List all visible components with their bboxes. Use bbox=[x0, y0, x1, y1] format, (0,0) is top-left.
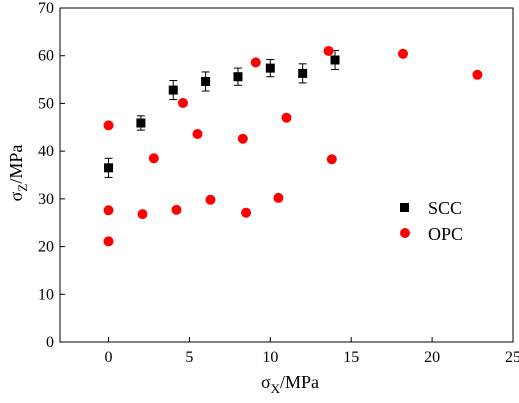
data-point-opc bbox=[241, 207, 252, 218]
legend: SCC OPC bbox=[400, 198, 463, 244]
data-point-opc bbox=[148, 153, 159, 164]
data-point-opc bbox=[137, 209, 148, 220]
data-point-scc bbox=[298, 68, 308, 78]
data-point-scc bbox=[233, 72, 243, 82]
data-point-scc bbox=[330, 55, 340, 65]
data-point-scc bbox=[265, 63, 275, 73]
data-point-opc bbox=[103, 236, 114, 247]
data-point-scc bbox=[104, 163, 114, 173]
x-axis-ticks: 0 5 10 15 20 25 bbox=[105, 337, 519, 366]
y-tick-label: 10 bbox=[38, 286, 54, 303]
y-axis-ticks: 0 10 20 30 40 50 60 70 bbox=[38, 0, 65, 351]
legend-label-opc: OPC bbox=[428, 224, 463, 244]
data-point-scc bbox=[168, 85, 178, 95]
data-point-scc bbox=[136, 118, 146, 128]
plot-border bbox=[59, 7, 514, 343]
y-tick-label: 50 bbox=[38, 95, 54, 112]
legend-label-scc: SCC bbox=[428, 198, 462, 218]
data-point-opc bbox=[192, 128, 203, 139]
y-tick-label: 40 bbox=[38, 143, 54, 160]
y-tick-label: 20 bbox=[38, 239, 54, 256]
data-point-opc bbox=[103, 120, 114, 131]
x-tick-label: 20 bbox=[424, 349, 440, 366]
data-point-opc bbox=[326, 154, 337, 165]
data-point-opc bbox=[177, 97, 188, 108]
y-tick-label: 0 bbox=[46, 334, 54, 351]
data-point-opc bbox=[237, 133, 248, 144]
plot-frame bbox=[59, 7, 514, 343]
data-point-opc bbox=[103, 205, 114, 216]
data-point-opc bbox=[281, 112, 292, 123]
legend-marker-scc bbox=[400, 203, 409, 212]
y-tick-label: 30 bbox=[38, 191, 54, 208]
data-point-opc bbox=[323, 45, 334, 56]
data-marks bbox=[103, 45, 483, 247]
y-axis-label: σZ/MPa bbox=[6, 145, 30, 202]
x-axis-label: σX/MPa bbox=[261, 372, 319, 396]
data-point-opc bbox=[397, 48, 408, 59]
data-point-opc bbox=[273, 192, 284, 203]
legend-marker-opc bbox=[400, 228, 410, 238]
x-tick-label: 15 bbox=[343, 349, 359, 366]
y-tick-label: 70 bbox=[38, 0, 54, 17]
x-tick-label: 25 bbox=[505, 349, 519, 366]
data-point-opc bbox=[171, 204, 182, 215]
data-point-opc bbox=[250, 57, 261, 68]
x-tick-label: 0 bbox=[105, 349, 113, 366]
x-tick-label: 5 bbox=[185, 349, 193, 366]
y-tick-label: 60 bbox=[38, 48, 54, 65]
data-point-scc bbox=[201, 76, 211, 86]
data-point-opc bbox=[472, 69, 483, 80]
data-point-opc bbox=[205, 194, 216, 205]
x-tick-label: 10 bbox=[262, 349, 278, 366]
